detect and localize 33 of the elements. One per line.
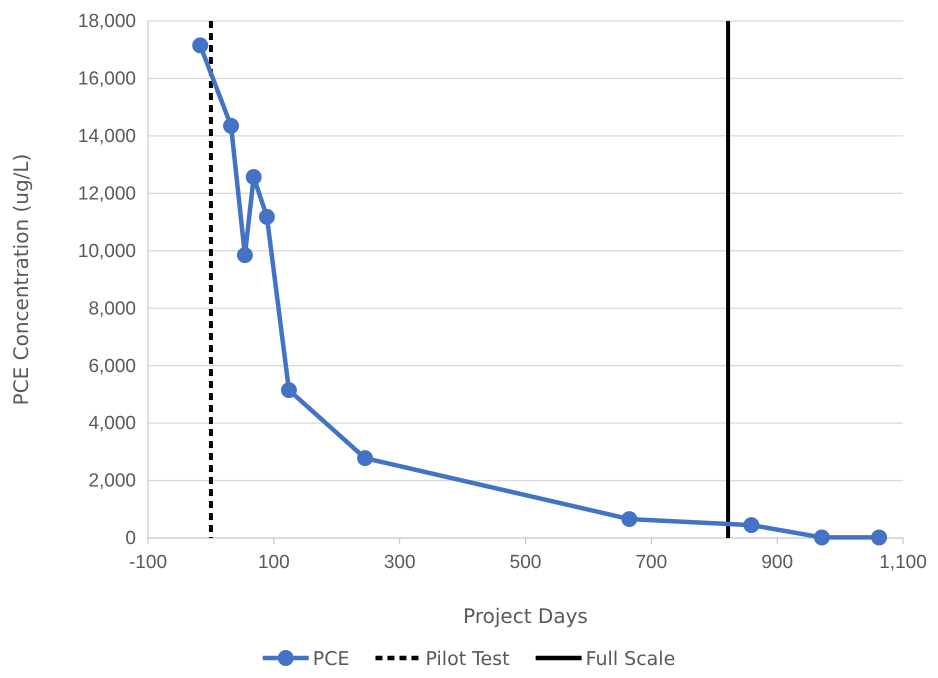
x-axis-title: Project Days [463, 604, 588, 628]
point [814, 529, 830, 546]
y-tick-label: 14,000 [78, 126, 136, 147]
legend-label: Full Scale [586, 648, 676, 670]
point [743, 517, 760, 534]
point [357, 450, 374, 466]
point [871, 529, 888, 546]
x-tick-label: 900 [761, 552, 794, 573]
y-tick-label: 18,000 [78, 11, 136, 32]
y-tick-label: 8,000 [88, 298, 136, 320]
point [280, 382, 297, 398]
x-tick-label: -100 [128, 552, 168, 573]
x-tick-label: 100 [258, 552, 290, 573]
y-tick-label: 16,000 [78, 68, 136, 90]
point [236, 247, 253, 264]
x-tick-label: 1,100 [879, 552, 927, 573]
point [621, 511, 638, 528]
y-tick-label: 2,000 [88, 470, 136, 492]
point [258, 208, 275, 225]
y-tick-label: 6,000 [88, 356, 136, 377]
point [246, 169, 262, 185]
y-tick-label: 0 [125, 528, 136, 550]
point [192, 37, 208, 54]
x-tick-label: 700 [635, 552, 668, 573]
x-tick-label: 500 [510, 552, 542, 573]
y-tick-label: 10,000 [78, 240, 136, 262]
legend-label: PCE [312, 648, 350, 670]
legend-label: Pilot Test [425, 648, 510, 670]
x-tick-label: 300 [384, 552, 416, 573]
point [223, 118, 240, 134]
y-tick-label: 4,000 [88, 413, 136, 434]
y-axis-title: PCE Concentration (ug/L) [9, 154, 33, 406]
y-tick-label: 12,000 [78, 183, 136, 204]
